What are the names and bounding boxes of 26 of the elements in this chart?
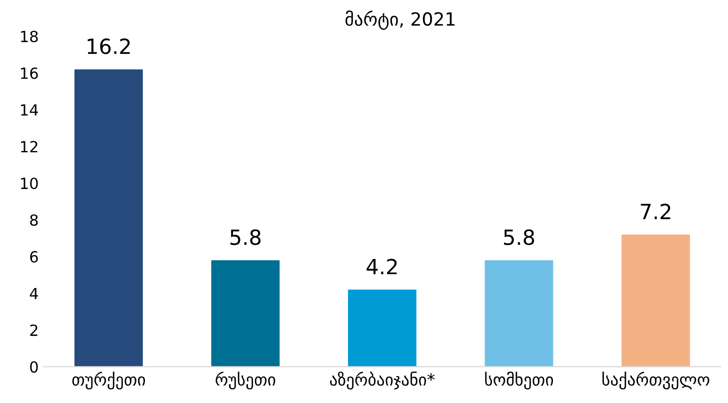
y-tick-label: 2	[30, 324, 38, 336]
y-tick-label: 12	[21, 140, 38, 152]
x-tick-label: რუსეთი	[216, 372, 276, 390]
y-tick-label: 4	[30, 288, 38, 300]
data-label: 16.2	[88, 38, 130, 54]
data-label: 5.8	[504, 229, 534, 246]
bar	[211, 260, 280, 367]
y-tick-label: 16	[21, 67, 38, 80]
bar	[622, 234, 690, 367]
data-label: 4.2	[366, 258, 397, 274]
chart-title: მარტი, 2021	[346, 10, 455, 30]
y-tick-label: 6	[30, 251, 38, 263]
x-tick-label: აზერბაიჯანი*	[330, 372, 435, 390]
bar	[348, 290, 416, 367]
y-tick-label: 14	[21, 104, 38, 116]
x-tick-label: სომხეთი	[485, 372, 553, 390]
x-tick-label: თურქეთი	[72, 372, 145, 390]
y-tick-label: 0	[30, 361, 38, 373]
data-label: 5.8	[230, 229, 261, 246]
bar	[74, 69, 143, 367]
bar	[484, 260, 554, 367]
y-tick-label: 10	[21, 178, 38, 190]
y-tick-label: 8	[30, 214, 38, 226]
y-tick-label: 18	[21, 30, 38, 42]
data-label: 7.2	[640, 204, 670, 220]
x-tick-label: საქართველო	[602, 372, 710, 390]
